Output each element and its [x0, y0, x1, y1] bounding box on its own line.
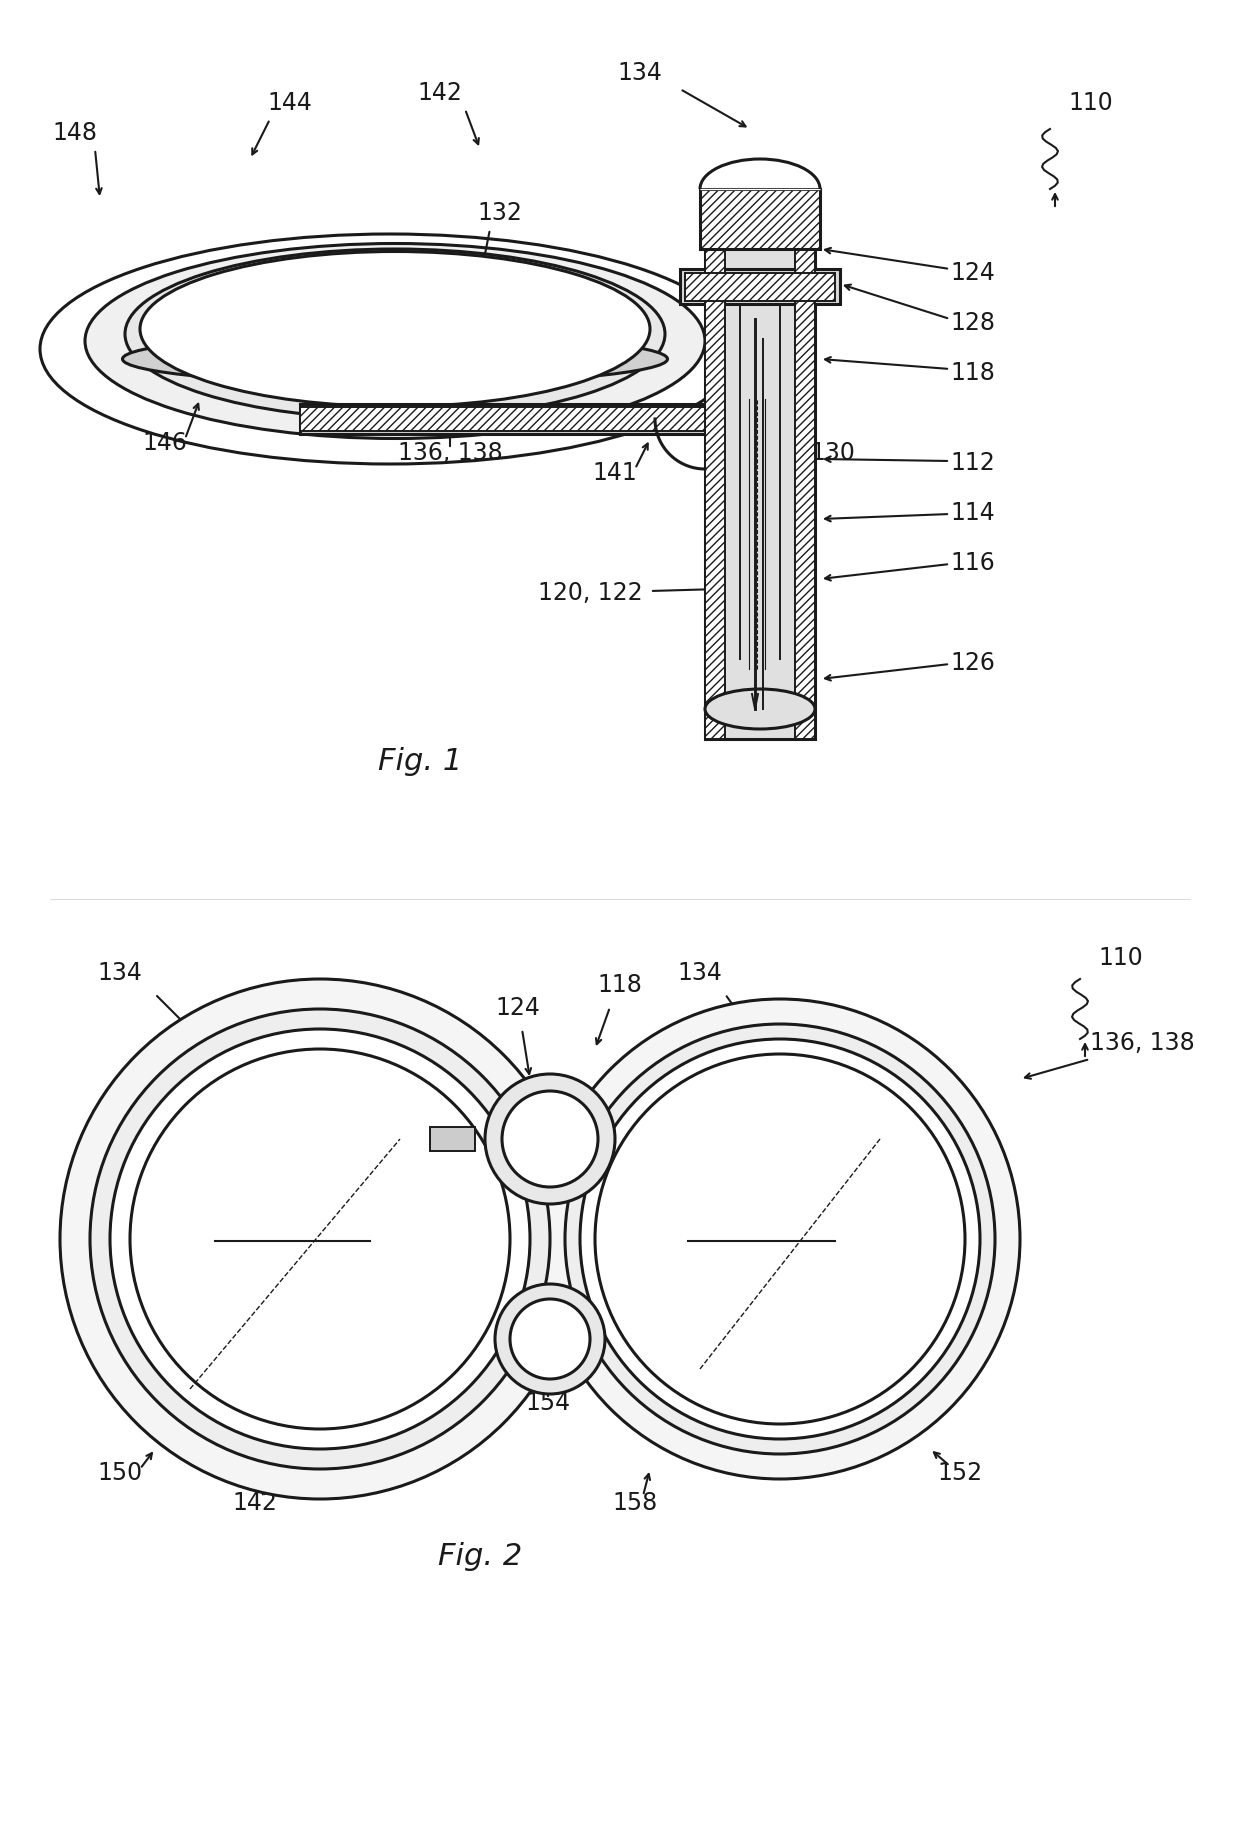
Text: 124: 124: [950, 261, 994, 285]
Text: 141: 141: [593, 462, 637, 485]
Circle shape: [495, 1284, 605, 1394]
Text: 132: 132: [477, 200, 522, 224]
Text: Fig. 2: Fig. 2: [438, 1541, 522, 1571]
Text: Fig. 1: Fig. 1: [378, 747, 463, 776]
Text: 126: 126: [950, 651, 994, 675]
Ellipse shape: [140, 252, 650, 406]
Text: 146: 146: [143, 430, 187, 454]
Circle shape: [91, 1010, 551, 1469]
Text: 160, 166: 160, 166: [238, 1210, 342, 1234]
Text: 144: 144: [268, 90, 312, 114]
Text: 142: 142: [418, 81, 463, 105]
Text: 128: 128: [950, 311, 994, 335]
Text: 118: 118: [598, 973, 642, 997]
Bar: [300, 405, 706, 434]
Bar: [795, 250, 815, 739]
Bar: [430, 1127, 475, 1151]
Circle shape: [130, 1050, 510, 1429]
Text: 130: 130: [810, 441, 854, 465]
Text: 148: 148: [52, 121, 98, 145]
Text: 124: 124: [496, 995, 541, 1019]
Circle shape: [60, 980, 580, 1499]
Bar: [701, 189, 820, 250]
Circle shape: [110, 1030, 529, 1449]
Circle shape: [580, 1039, 980, 1440]
Text: 134: 134: [98, 960, 143, 984]
Ellipse shape: [86, 245, 706, 440]
Circle shape: [502, 1091, 598, 1188]
Text: 120, 122: 120, 122: [538, 581, 642, 605]
Bar: [300, 408, 706, 432]
Circle shape: [565, 1024, 994, 1455]
Text: 140: 140: [332, 360, 377, 384]
Text: 142: 142: [233, 1490, 278, 1513]
Bar: [680, 270, 839, 305]
Text: 112: 112: [950, 451, 994, 474]
Text: 168, 174: 168, 174: [708, 1210, 812, 1234]
Text: 134: 134: [677, 960, 723, 984]
Text: 118: 118: [950, 360, 994, 384]
Circle shape: [595, 1054, 965, 1423]
Ellipse shape: [125, 250, 665, 419]
Text: 112: 112: [332, 1021, 377, 1045]
Text: 114: 114: [950, 500, 994, 524]
Text: 152: 152: [937, 1460, 982, 1484]
Text: 150: 150: [98, 1460, 143, 1484]
Bar: [706, 221, 815, 739]
Text: 110: 110: [1068, 90, 1112, 114]
Text: 136, 138: 136, 138: [1090, 1030, 1195, 1054]
Text: 110: 110: [1097, 945, 1143, 969]
Bar: [684, 274, 835, 302]
Circle shape: [485, 1074, 615, 1205]
Circle shape: [510, 1300, 590, 1379]
Text: 158: 158: [613, 1490, 657, 1513]
Circle shape: [539, 999, 1021, 1479]
Text: 154: 154: [526, 1390, 570, 1414]
Text: 116: 116: [950, 550, 994, 574]
Text: 134: 134: [618, 61, 662, 85]
Ellipse shape: [706, 690, 815, 730]
Text: 136, 138: 136, 138: [398, 441, 502, 465]
Bar: [706, 250, 725, 739]
Ellipse shape: [123, 335, 667, 384]
